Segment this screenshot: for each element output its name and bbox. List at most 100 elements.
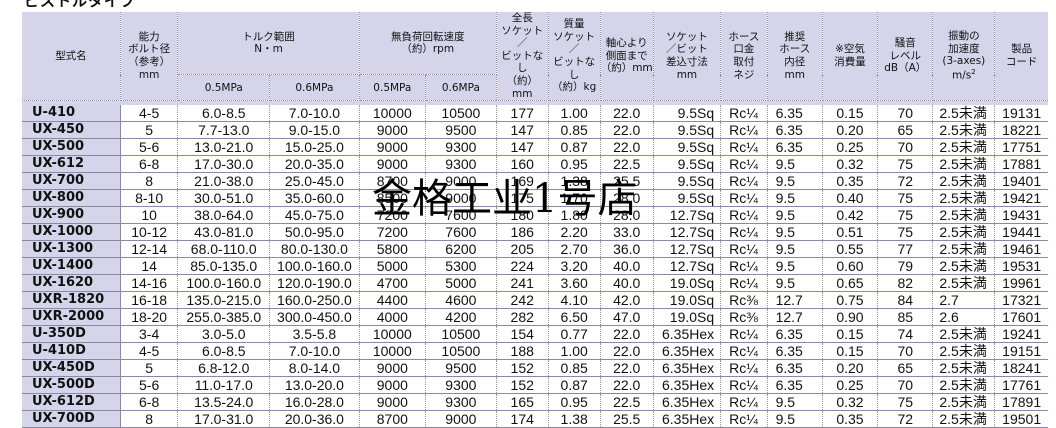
cell-length: 154	[496, 325, 549, 344]
cell-model: U-410D	[22, 342, 121, 361]
cell-code: 17601	[994, 308, 1048, 327]
cell-length: 152	[496, 359, 549, 378]
cell-torque-a: 135.0-215.0	[177, 291, 271, 310]
cell-inner: 6.35	[767, 105, 823, 123]
cell-torque-a: 68.0-110.0	[177, 240, 271, 259]
header-noise: 騒音 レベル dB（A）	[877, 12, 934, 102]
cell-air: 0.42	[822, 206, 879, 225]
cell-air: 0.65	[822, 274, 879, 293]
cell-torque-b: 50.0-95.0	[269, 223, 360, 242]
header-model: 型式名	[22, 12, 121, 102]
cell-weight: 1.80	[548, 206, 601, 225]
table-row: UX-612D 6-8 13.5-24.0 16.0-28.0 9000 9300 165 0…	[22, 393, 1048, 412]
cell-hose: Rc¼	[720, 172, 768, 191]
header-hose-line: 取付	[733, 56, 755, 69]
cell-inner: 9.5	[767, 257, 823, 276]
cell-offset: 22.0	[600, 138, 654, 157]
header-air-line: ※空気	[835, 43, 865, 56]
table-row: UX-612 6-8 17.0-30.0 20.0-35.0 9000 9300 160 0.…	[22, 155, 1048, 174]
cell-speed-a: 9000	[359, 359, 427, 378]
cell-torque-a: 85.0-135.0	[177, 257, 271, 276]
cell-noise: 82	[877, 274, 934, 293]
cell-offset: 28.0	[600, 189, 654, 208]
cell-bolt: 5	[120, 121, 179, 140]
cell-length: 177	[496, 105, 549, 123]
cell-socket: 9.5Sq	[653, 155, 722, 174]
cell-offset: 22.0	[600, 105, 654, 123]
cell-speed-b: 7600	[425, 223, 497, 242]
cell-hose: Rc¼	[720, 240, 768, 259]
cell-offset: 22.0	[600, 121, 654, 140]
cell-model: UX-1620	[22, 274, 121, 293]
cell-inner: 9.5	[767, 223, 823, 242]
cell-speed-b: 9300	[425, 393, 497, 412]
cell-torque-a: 6.8-12.0	[177, 359, 271, 378]
cell-code: 18241	[994, 359, 1048, 378]
cell-bolt: 14	[120, 257, 179, 276]
cell-air: 0.35	[822, 172, 879, 191]
header-bolt-line: mm	[138, 68, 160, 81]
header-vib-line: 加速度	[948, 42, 980, 55]
cell-vib: 2.5未満	[932, 189, 996, 208]
cell-torque-a: 6.0-8.5	[177, 342, 271, 361]
cell-vib: 2.6	[932, 308, 996, 327]
cell-noise: 65	[877, 359, 934, 378]
cell-inner: 6.35	[767, 325, 823, 344]
cell-torque-a: 38.0-64.0	[177, 206, 271, 225]
cell-socket: 9.5Sq	[653, 121, 722, 140]
cell-weight: 0.95	[548, 393, 601, 412]
cell-weight: 0.95	[548, 155, 601, 174]
cell-model: UX-1400	[22, 257, 121, 276]
cell-noise: 75	[877, 189, 934, 208]
header-vib-unit-exponent: 2	[971, 67, 976, 76]
cell-inner: 12.7	[767, 291, 823, 310]
header-hose-line: ホース	[728, 30, 760, 43]
header-socket-line: ソケット	[665, 30, 708, 43]
header-torque-pressure-b: 0.6MPa	[269, 74, 360, 102]
cell-air: 0.15	[822, 342, 879, 361]
cell-noise: 85	[877, 308, 934, 327]
cell-air: 0.32	[822, 155, 879, 174]
cell-speed-a: 4700	[359, 274, 427, 293]
table-row: U-410 4-5 6.0-8.5 7.0-10.0 10000 10500 177 1.00…	[22, 105, 1048, 123]
cell-code: 19401	[994, 172, 1048, 191]
cell-length: 241	[496, 274, 549, 293]
cell-hose: Rc¼	[720, 223, 768, 242]
cell-code: 19531	[994, 257, 1048, 276]
header-socket-line: ／ビット	[665, 43, 708, 56]
cell-inner: 9.5	[767, 410, 823, 428]
cell-torque-a: 3.0-5.0	[177, 325, 271, 344]
cell-bolt: 5	[120, 359, 179, 378]
header-torque-unit: N・m	[254, 43, 283, 56]
cell-length: 282	[496, 308, 549, 327]
cell-torque-a: 13.0-21.0	[177, 138, 271, 157]
cell-noise: 72	[877, 410, 934, 428]
cell-vib: 2.5未満	[932, 105, 996, 123]
cell-speed-a: 8500	[359, 189, 427, 208]
cell-vib: 2.5未満	[932, 257, 996, 276]
cell-vib: 2.5未満	[932, 206, 996, 225]
cell-noise: 75	[877, 393, 934, 412]
header-code-line: 製品	[1011, 43, 1033, 56]
cell-hose: Rc¼	[720, 206, 768, 225]
cell-hose: Rc¼	[720, 189, 768, 208]
cell-length: 242	[496, 291, 549, 310]
cell-offset: 22.0	[600, 325, 654, 344]
cell-torque-b: 7.0-10.0	[269, 342, 360, 361]
cell-bolt: 6-8	[120, 393, 179, 412]
table-row: UX-700 8 21.0-38.0 25.0-45.0 8700 9000 169 1.38…	[22, 172, 1048, 191]
cell-socket: 12.7Sq	[653, 240, 722, 259]
cell-offset: 25.5	[600, 410, 654, 428]
header-inner-line: 内径	[784, 56, 806, 69]
cell-air: 0.15	[822, 105, 879, 123]
spec-table-body: U-410 4-5 6.0-8.5 7.0-10.0 10000 10500 177 1.00…	[22, 100, 1048, 428]
cell-bolt: 16-18	[120, 291, 179, 310]
cell-torque-b: 20.0-36.0	[269, 410, 360, 428]
cell-bolt: 8	[120, 410, 179, 428]
cell-code: 17761	[994, 376, 1048, 395]
header-noise-line: 騒音	[894, 37, 916, 50]
cell-speed-a: 9000	[359, 393, 427, 412]
cell-speed-a: 8700	[359, 172, 427, 191]
cell-torque-b: 300.0-450.0	[269, 308, 360, 327]
cell-noise: 70	[877, 105, 934, 123]
